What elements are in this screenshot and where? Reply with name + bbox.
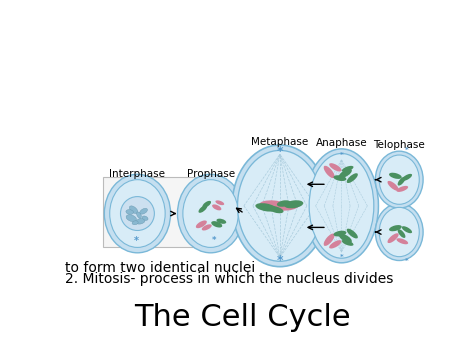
Ellipse shape: [304, 149, 378, 263]
Ellipse shape: [329, 163, 341, 171]
Ellipse shape: [398, 177, 405, 186]
Text: The Cell Cycle: The Cell Cycle: [135, 303, 351, 332]
Text: Metaphase: Metaphase: [251, 137, 309, 147]
Ellipse shape: [309, 153, 374, 258]
Ellipse shape: [177, 174, 244, 253]
Ellipse shape: [255, 203, 277, 212]
Ellipse shape: [339, 234, 352, 243]
Ellipse shape: [396, 186, 408, 192]
Text: Prophase: Prophase: [187, 169, 235, 179]
Ellipse shape: [334, 231, 346, 236]
Text: *: *: [340, 152, 343, 158]
Ellipse shape: [379, 155, 419, 204]
Text: *: *: [277, 254, 283, 267]
Text: *: *: [277, 145, 283, 158]
Ellipse shape: [375, 151, 423, 208]
Ellipse shape: [389, 173, 402, 179]
Ellipse shape: [217, 219, 226, 224]
Ellipse shape: [346, 229, 358, 239]
Ellipse shape: [396, 238, 408, 244]
Ellipse shape: [342, 166, 354, 172]
Ellipse shape: [387, 181, 399, 191]
Text: Anaphase: Anaphase: [316, 138, 367, 148]
Ellipse shape: [211, 221, 222, 228]
Ellipse shape: [329, 240, 341, 248]
Text: *: *: [405, 147, 409, 153]
Ellipse shape: [269, 206, 283, 213]
Ellipse shape: [104, 174, 171, 253]
Ellipse shape: [375, 203, 423, 261]
Text: *: *: [212, 236, 217, 245]
Text: Interphase: Interphase: [109, 169, 165, 179]
Ellipse shape: [137, 212, 141, 218]
Text: 2. Mitosis- process in which the nucleus divides: 2. Mitosis- process in which the nucleus…: [65, 272, 393, 286]
Ellipse shape: [202, 224, 212, 230]
Ellipse shape: [398, 229, 405, 238]
Ellipse shape: [126, 210, 134, 214]
Ellipse shape: [277, 200, 291, 207]
Text: to form two identical nuclei: to form two identical nuclei: [65, 261, 255, 275]
Ellipse shape: [402, 226, 412, 233]
Ellipse shape: [132, 221, 138, 225]
FancyBboxPatch shape: [103, 178, 222, 247]
Text: *: *: [340, 254, 343, 260]
Ellipse shape: [324, 166, 335, 178]
Ellipse shape: [379, 207, 419, 257]
Ellipse shape: [259, 200, 288, 211]
Ellipse shape: [202, 201, 211, 208]
Ellipse shape: [237, 151, 322, 261]
Ellipse shape: [199, 205, 207, 213]
Ellipse shape: [402, 174, 412, 181]
Text: *: *: [133, 236, 138, 246]
Ellipse shape: [232, 145, 328, 267]
Ellipse shape: [389, 225, 402, 231]
Circle shape: [120, 197, 155, 230]
Ellipse shape: [339, 169, 352, 178]
Ellipse shape: [216, 200, 224, 205]
Ellipse shape: [183, 180, 238, 247]
Ellipse shape: [109, 180, 165, 247]
Text: *: *: [405, 258, 409, 264]
Ellipse shape: [284, 200, 303, 208]
Ellipse shape: [196, 220, 207, 228]
Ellipse shape: [129, 206, 138, 213]
Text: Telophase: Telophase: [374, 140, 425, 149]
Ellipse shape: [334, 175, 346, 181]
Ellipse shape: [276, 201, 299, 211]
Ellipse shape: [342, 240, 354, 246]
Ellipse shape: [136, 218, 145, 224]
Ellipse shape: [387, 233, 399, 243]
Ellipse shape: [140, 208, 147, 214]
Ellipse shape: [212, 204, 221, 211]
Ellipse shape: [142, 216, 148, 220]
Ellipse shape: [346, 173, 358, 183]
Ellipse shape: [324, 234, 335, 246]
Ellipse shape: [126, 215, 137, 222]
